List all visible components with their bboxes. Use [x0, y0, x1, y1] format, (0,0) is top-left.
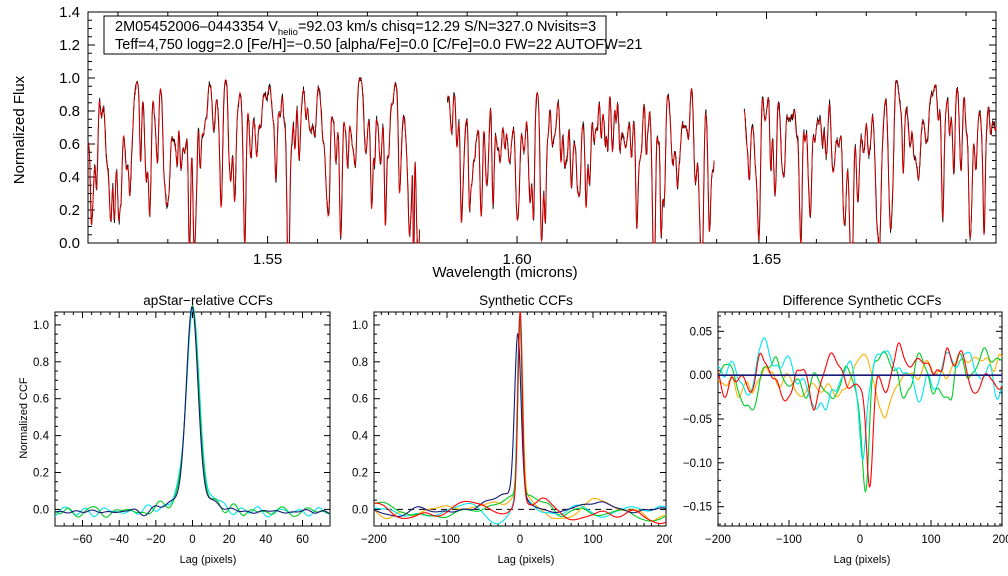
annotation-line-2: Teff=4,750 logg=2.0 [Fe/H]=−0.50 [alpha/… — [115, 37, 642, 53]
x-tick-label: 1.65 — [752, 251, 781, 268]
x-tick-label: 1.60 — [502, 251, 531, 268]
apstar-ccf-y-axis-label: Normalized CCF — [18, 377, 30, 459]
y-tick-label: 1.2 — [59, 37, 80, 54]
y-tick-label: 1.0 — [352, 320, 368, 332]
y-tick-label: 0.6 — [59, 136, 80, 153]
spectrum-panel: 1.55 1.60 1.65 0.0 0.2 0.4 0.6 0.8 1.0 1.2 1.4 Nor… — [11, 4, 997, 281]
y-tick-label: 0.4 — [59, 169, 80, 186]
parameter-annotation-box: 2M05452006–0443354 Vhelio=92.03 km/s chi… — [103, 15, 642, 55]
apstar-ccf-x-axis-label: Lag (pixels) — [180, 554, 237, 566]
synthetic-ccf-trace-visit3 — [373, 332, 667, 517]
annotation-line-1: 2M05452006–0443354 Vhelio=92.03 km/s chi… — [115, 19, 596, 38]
y-tick-label: −0.15 — [683, 502, 712, 514]
x-tick-label: 60 — [296, 534, 309, 546]
spectrum-x-axis-label: Wavelength (microns) — [432, 264, 577, 281]
x-tick-label: 0 — [517, 534, 523, 546]
y-tick-label: 0.6 — [352, 394, 368, 406]
x-tick-label: −60 — [73, 534, 93, 546]
ccf-trace-visit2 — [54, 307, 331, 518]
y-tick-label: 0.05 — [690, 326, 712, 338]
y-tick-label: −0.05 — [683, 414, 712, 426]
synthetic-spectrum-trace — [87, 77, 421, 244]
difference-ccf-panel-title: Difference Synthetic CCFs — [783, 293, 942, 308]
x-tick-label: −200 — [705, 534, 731, 546]
spectrum-y-axis-label: Normalized Flux — [11, 75, 28, 184]
difference-ccf-trace-visit2 — [717, 337, 1003, 461]
y-tick-label: 0.00 — [690, 370, 712, 382]
y-tick-label: 0.2 — [352, 468, 368, 480]
apstar-relative-ccf-panel: −60 −40 −20 0 20 40 60 0.0 0.2 0.4 0.6 0.8 1.0 apSta… — [18, 293, 331, 566]
x-tick-label: −40 — [109, 534, 129, 546]
difference-ccf-trace-visit1 — [717, 347, 1003, 493]
apstar-ccf-panel-title: apStar−relative CCFs — [143, 293, 273, 308]
y-tick-label: 0.8 — [352, 357, 368, 369]
y-tick-label: 0.8 — [33, 357, 49, 369]
annotation-vhelio-subscript: helio — [278, 27, 298, 38]
x-tick-label: 200 — [656, 534, 672, 546]
y-tick-label: 0.2 — [59, 202, 80, 219]
synthetic-ccf-panel: −200 −100 0 100 200 0.0 0.2 0.4 0.6 0.8 1.0 Synthe… — [352, 293, 672, 566]
annotation-line-1-rest: =92.03 km/s chisq=12.29 S/N=327.0 Nvisit… — [298, 19, 596, 35]
y-tick-label: 0.4 — [33, 431, 50, 443]
synthetic-ccf-trace-visit5 — [373, 311, 667, 525]
x-tick-label: 0 — [189, 534, 195, 546]
difference-ccf-x-axis-label: Lag (pixels) — [834, 554, 891, 566]
annotation-line-1-main: 2M05452006–0443354 V — [115, 19, 278, 35]
synthetic-spectrum-trace — [447, 87, 715, 244]
synthetic-ccf-trace-visit2 — [373, 318, 667, 525]
x-tick-label: −200 — [361, 534, 387, 546]
synthetic-ccf-trace-visit4 — [373, 319, 667, 522]
ccf-trace-visit1 — [54, 304, 331, 518]
x-tick-label: 100 — [921, 534, 940, 546]
apstar-ccf-plot-frame — [54, 311, 331, 527]
ccf-trace-visit3 — [54, 306, 331, 517]
x-tick-label: 100 — [583, 534, 602, 546]
synthetic-ccf-panel-title: Synthetic CCFs — [479, 293, 573, 308]
y-tick-label: 0.6 — [33, 394, 49, 406]
x-tick-label: −20 — [146, 534, 166, 546]
y-tick-label: −0.10 — [683, 458, 712, 470]
synthetic-spectrum-trace — [743, 80, 997, 244]
x-tick-label: −100 — [434, 534, 460, 546]
x-tick-label: 200 — [992, 534, 1008, 546]
y-tick-label: 0.0 — [352, 504, 368, 516]
x-tick-label: 0 — [857, 534, 863, 546]
x-tick-label: 1.55 — [253, 251, 282, 268]
x-tick-label: 20 — [223, 534, 236, 546]
synthetic-ccf-trace-visit1 — [373, 315, 667, 522]
synthetic-ccf-plot-frame — [373, 311, 667, 527]
x-tick-label: −100 — [776, 534, 802, 546]
y-tick-label: 0.0 — [33, 504, 49, 516]
y-tick-label: 1.0 — [59, 70, 80, 87]
y-tick-label: 1.0 — [33, 320, 49, 332]
y-tick-label: 0.8 — [59, 103, 80, 120]
y-tick-label: 0.4 — [352, 431, 369, 443]
synthetic-ccf-x-axis-label: Lag (pixels) — [498, 554, 555, 566]
y-tick-label: 0.0 — [59, 235, 80, 252]
y-tick-label: 1.4 — [59, 4, 80, 21]
y-tick-label: 0.2 — [33, 468, 49, 480]
x-tick-label: 40 — [259, 534, 272, 546]
difference-synthetic-ccf-panel: −200 −100 0 100 200 0.05 0.00 −0.05 −0.10 −0.15 D… — [683, 293, 1008, 566]
difference-ccf-trace-visit5 — [717, 342, 1003, 488]
